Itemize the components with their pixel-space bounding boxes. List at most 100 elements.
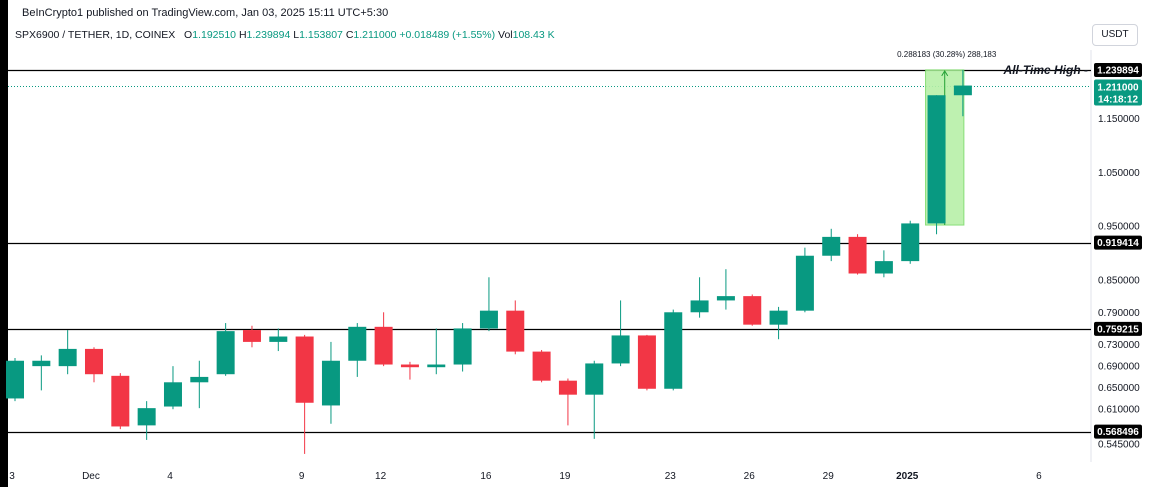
symbol-name: SPX6900 / TETHER, 1D, COINEX (15, 29, 176, 41)
level-tag-label-3: 0.568496 (1097, 427, 1139, 438)
level-tag-0 (1094, 62, 1142, 77)
candle-18 (479, 277, 498, 332)
volume-value: 108.43 K (512, 29, 555, 41)
candle-24 (637, 334, 656, 391)
y-tick-label-6: 0.690000 (1098, 362, 1140, 373)
low-value: 1.153807 (299, 29, 343, 41)
candle-3 (84, 347, 103, 383)
candle-body-26 (690, 300, 709, 313)
candle-body-12 (321, 360, 340, 406)
candle-35 (927, 95, 946, 235)
candle-13 (348, 323, 367, 377)
x-tick-label-2: 4 (167, 471, 173, 482)
candle-26 (690, 277, 709, 318)
candle-0 (6, 358, 24, 402)
x-tick-label-8: 26 (744, 471, 756, 482)
y-tick-label-9: 0.545000 (1098, 440, 1140, 451)
candle-5 (137, 401, 156, 440)
candle-14 (374, 312, 393, 367)
candle-body-28 (743, 296, 762, 325)
candle-25 (664, 309, 683, 391)
candle-27 (716, 269, 735, 310)
candle-body-15 (400, 364, 419, 368)
current-price-tag (1094, 79, 1142, 106)
candle-body-16 (427, 364, 446, 368)
candle-body-31 (822, 236, 841, 256)
x-tick-label-4: 12 (375, 471, 387, 482)
candle-body-9 (242, 330, 261, 342)
candle-32 (848, 234, 867, 275)
candle-1 (32, 355, 51, 391)
candle-19 (506, 300, 525, 355)
candle-body-18 (479, 310, 498, 329)
level-tag-1 (1094, 235, 1142, 250)
x-tick-label-6: 19 (559, 471, 571, 482)
candle-36 (953, 69, 972, 117)
candle-body-30 (795, 255, 814, 311)
y-tick-label-3: 0.850000 (1098, 275, 1140, 286)
candle-body-1 (32, 360, 51, 367)
x-tick-label-11: 6 (1036, 471, 1042, 482)
low-label: L (293, 29, 300, 41)
candle-body-22 (585, 363, 604, 395)
candle-body-0 (6, 360, 24, 399)
x-tick-label-3: 9 (299, 471, 305, 482)
measure-label: 0.288183 (30.28%) 288,183 (897, 50, 997, 59)
candle-body-5 (137, 408, 156, 426)
candle-34 (901, 220, 920, 264)
candle-23 (611, 300, 630, 367)
x-tick-label-1: Dec (82, 471, 100, 482)
candle-body-2 (58, 348, 77, 367)
candle-body-7 (190, 376, 209, 383)
currency-button[interactable]: USDT (1092, 24, 1138, 46)
y-tick-label-2: 0.950000 (1098, 222, 1140, 233)
candle-31 (822, 228, 841, 262)
candle-body-34 (901, 223, 920, 262)
candle-body-13 (348, 326, 367, 361)
candle-body-29 (769, 310, 788, 325)
candle-body-21 (558, 380, 577, 395)
candle-body-24 (637, 335, 656, 389)
candle-22 (585, 360, 604, 439)
candle-10 (269, 328, 288, 352)
candle-body-11 (295, 336, 314, 403)
candle-30 (795, 247, 814, 313)
candle-20 (532, 349, 551, 383)
candle-28 (743, 294, 762, 326)
candle-body-36 (953, 85, 972, 96)
high-label: H (238, 29, 247, 41)
candle-body-14 (374, 326, 393, 365)
close-label: C (345, 29, 354, 41)
x-tick-label-10: 2025 (896, 471, 919, 482)
candle-body-32 (848, 236, 867, 274)
candle-6 (163, 366, 182, 410)
measure-arrow-head (941, 69, 949, 77)
candle-2 (58, 330, 77, 375)
candle-body-10 (269, 336, 288, 342)
open-label: O (184, 29, 193, 41)
candle-body-25 (664, 312, 683, 389)
y-tick-label-7: 0.650000 (1098, 383, 1140, 394)
candle-4 (111, 373, 130, 430)
candle-body-6 (163, 382, 182, 407)
publisher-line: BeInCrypto1 published on TradingView.com… (22, 7, 389, 19)
candle-body-27 (716, 296, 735, 301)
candle-21 (558, 378, 577, 426)
level-tag-label-1: 0.919414 (1097, 238, 1139, 249)
y-tick-label-5: 0.730000 (1098, 340, 1140, 351)
candle-29 (769, 306, 788, 340)
x-tick-label-0: 3 (9, 471, 15, 482)
candle-15 (400, 361, 419, 380)
x-tick-label-9: 29 (823, 471, 835, 482)
x-tick-label-5: 16 (480, 471, 492, 482)
ath-annotation: All-Time High - (1003, 63, 1088, 77)
level-tag-3 (1094, 424, 1142, 439)
candle-11 (295, 334, 314, 454)
x-tick-label-7: 23 (665, 471, 677, 482)
high-value: 1.239894 (246, 29, 291, 41)
level-tag-label-0: 1.239894 (1097, 65, 1139, 76)
current-price-label: 1.211000 (1097, 83, 1139, 94)
symbol-legend: SPX6900 / TETHER, 1D, COINEX O1.192510 H… (15, 29, 555, 41)
candle-body-20 (532, 351, 551, 381)
